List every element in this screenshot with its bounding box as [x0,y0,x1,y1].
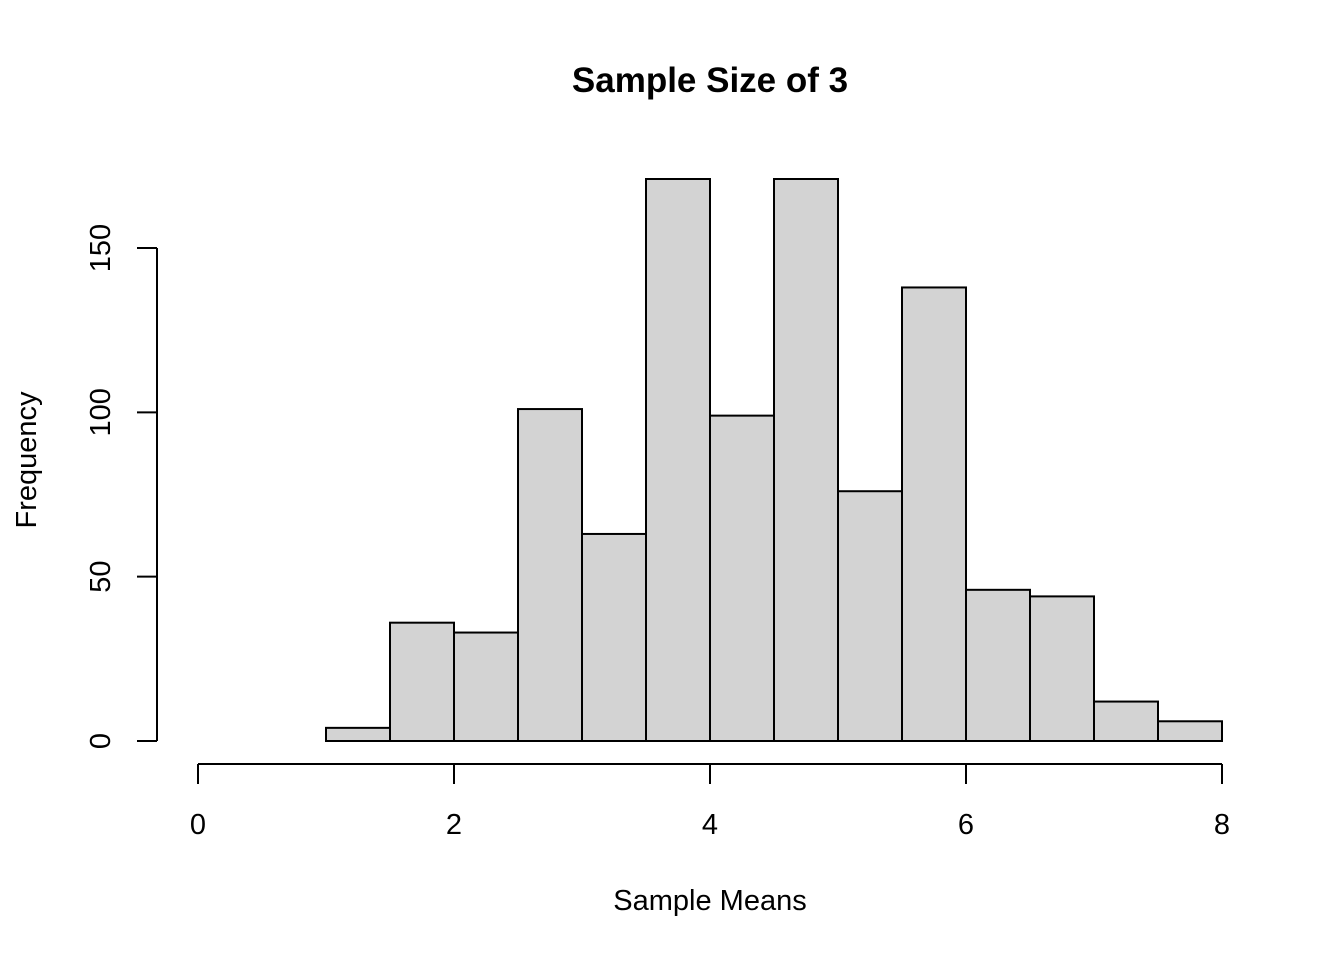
histogram-bar-12 [1093,700,1159,742]
histogram-bar-1 [389,621,455,742]
histogram-bar-9 [901,286,967,742]
y-tick-label-50: 50 [85,561,117,593]
histogram-bar-5 [645,178,711,742]
x-tick-label-6: 6 [958,809,974,841]
histogram-bar-2 [453,631,519,743]
x-axis: 0 2 4 6 8 [190,763,1230,841]
histogram-bar-4 [581,532,647,743]
histogram-bar-10 [965,588,1031,743]
y-tick-label-150: 150 [85,224,117,272]
x-tick-label-8: 8 [1214,809,1230,841]
x-tick-label-0: 0 [190,809,206,841]
y-tick-label-100: 100 [85,388,117,436]
y-tick-label-0: 0 [85,733,117,749]
x-tick-label-2: 2 [446,809,462,841]
histogram-bar-7 [773,178,839,742]
bars-group [325,178,1223,743]
x-axis-label: Sample Means [613,885,806,917]
histogram-bar-11 [1029,595,1095,742]
y-axis-label: Frequency [11,391,43,529]
x-tick-label-4: 4 [702,809,718,841]
chart-title: Sample Size of 3 [572,61,848,100]
histogram-bar-13 [1157,720,1223,742]
histogram-bar-6 [709,414,775,742]
histogram-bar-8 [837,490,903,742]
y-axis: 0 50 100 150 [85,224,158,749]
histogram-bar-3 [517,408,583,742]
histogram-bar-0 [325,726,391,743]
